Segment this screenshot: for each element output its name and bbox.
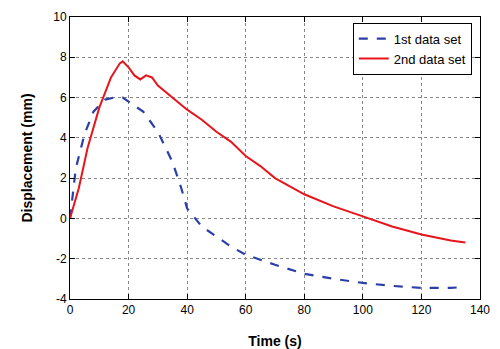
svg-text:60: 60 bbox=[239, 303, 253, 317]
svg-text:2: 2 bbox=[60, 171, 67, 185]
svg-text:140: 140 bbox=[470, 303, 490, 317]
svg-text:2nd data set: 2nd data set bbox=[394, 52, 466, 67]
svg-text:Time (s): Time (s) bbox=[248, 333, 301, 349]
svg-text:-2: -2 bbox=[56, 252, 67, 266]
svg-text:100: 100 bbox=[353, 303, 373, 317]
svg-text:120: 120 bbox=[411, 303, 431, 317]
svg-text:1st data set: 1st data set bbox=[394, 32, 462, 47]
svg-text:80: 80 bbox=[298, 303, 312, 317]
svg-text:Displacement (mm): Displacement (mm) bbox=[19, 93, 35, 222]
svg-text:40: 40 bbox=[180, 303, 194, 317]
svg-text:10: 10 bbox=[53, 10, 67, 24]
svg-text:4: 4 bbox=[60, 131, 67, 145]
svg-text:0: 0 bbox=[60, 212, 67, 226]
svg-text:8: 8 bbox=[60, 50, 67, 64]
svg-text:0: 0 bbox=[67, 303, 74, 317]
svg-text:-4: -4 bbox=[56, 292, 67, 306]
svg-text:20: 20 bbox=[122, 303, 136, 317]
svg-text:6: 6 bbox=[60, 91, 67, 105]
